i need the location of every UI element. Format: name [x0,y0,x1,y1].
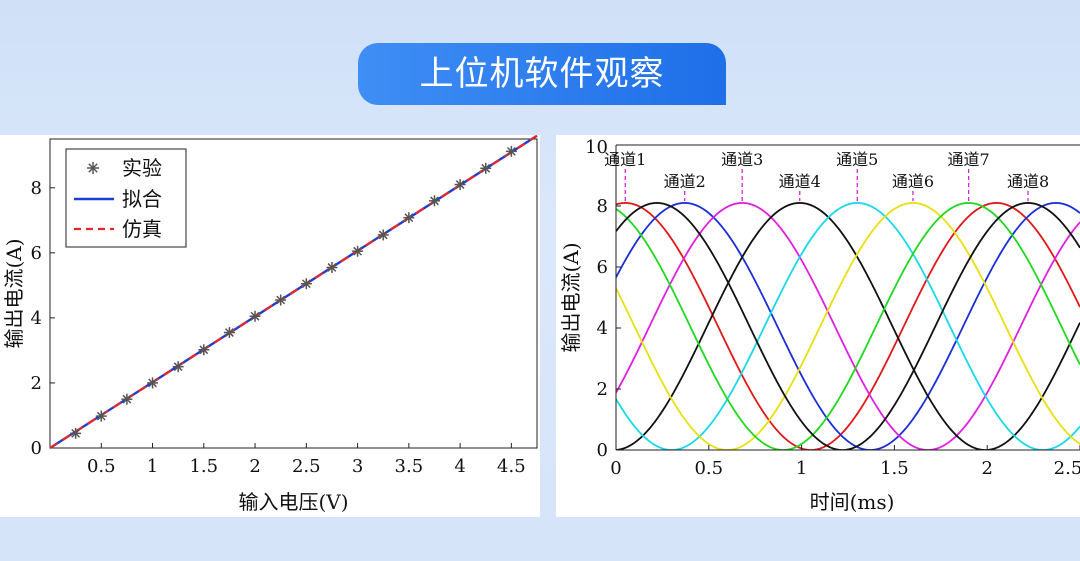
channel-label: 通道8 [1007,172,1049,191]
experiment-point [275,294,287,306]
channel-current-chart: 0 0.5 1 1.5 2 2.5 0 2 4 6 8 10 时间(ms) 输出电流(A) 通道1 通道2 通道… [559,137,1080,514]
y-tick-label: 10 [585,137,608,158]
channel-label: 通道5 [836,150,878,169]
y-tick-label: 6 [31,243,42,264]
experiment-point [147,377,159,389]
x-tick-label: 2 [981,458,992,479]
y-axis-label: 输出电流(A) [2,238,26,348]
linearity-chart: 0.5 1 1.5 2 2.5 3 3.5 4 4.5 0 2 4 6 8 输入电压(V) 输出电流(A) 实验… [2,135,538,514]
experiment-point [300,278,312,290]
x-tick-label: 1.5 [189,456,218,477]
experiment-point [505,145,517,157]
x-tick-label: 4.5 [497,456,526,477]
channel-curve-7 [616,202,1080,450]
experiment-point [326,261,338,273]
channel-label: 通道1 [604,150,646,169]
y-tick-label: 8 [31,178,42,199]
curve-group [616,202,1080,450]
experiment-point [403,212,415,224]
legend-fit-label: 拟合 [122,187,162,211]
channel-curve-8 [616,202,1080,450]
y-tick-label: 2 [597,379,608,400]
x-tick-label: 0.5 [694,458,723,479]
channel-label: 通道6 [892,172,934,191]
x-tick-label: 0.5 [87,456,116,477]
experiment-point [249,310,261,322]
channel-curve-4 [616,202,1080,450]
experiment-point [172,361,184,373]
experiment-point [121,393,133,405]
experiment-point [454,179,466,191]
y-axis-label: 输出电流(A) [559,242,583,352]
channel-label: 通道4 [779,172,821,191]
experiment-point [377,229,389,241]
experiment-point [70,427,82,439]
channel-curve-3 [616,202,1080,450]
experiment-point [428,195,440,207]
x-tick-label: 3.5 [395,456,424,477]
x-tick-label: 3 [352,456,363,477]
channel-curve-5 [616,202,1080,450]
experiment-point [352,245,364,257]
channel-curve-1 [616,202,1080,450]
x-axis-label: 输入电压(V) [238,490,348,514]
y-tick-label: 0 [597,440,608,461]
legend-experiment-marker [87,162,99,174]
channel-current-chart-panel: 0 0.5 1 1.5 2 2.5 0 2 4 6 8 10 时间(ms) 输出电流(A) 通道1 通道2 通道… [556,135,1080,517]
y-tick-label: 6 [597,257,608,278]
experiment-point [95,410,107,422]
channel-label: 通道3 [721,150,763,169]
x-tick-label: 2.5 [292,456,321,477]
x-tick-label: 0 [610,458,621,479]
x-tick-label: 4 [454,456,465,477]
x-tick-label: 2 [249,456,260,477]
legend-simulation-label: 仿真 [122,217,162,241]
x-tick-label: 1 [147,456,158,477]
channel-label: 通道7 [948,150,990,169]
plot-frame [49,138,538,449]
x-tick-label: 2.5 [1054,458,1080,479]
x-tick-label: 1 [796,458,807,479]
experiment-point [480,162,492,174]
linearity-chart-panel: 0.5 1 1.5 2 2.5 3 3.5 4 4.5 0 2 4 6 8 输入电压(V) 输出电流(A) 实验… [0,135,540,517]
channel-curve-2 [616,202,1080,450]
y-tick-label: 4 [31,308,42,329]
channel-label: 通道2 [664,172,706,191]
x-axis-label: 时间(ms) [810,490,895,514]
y-tick-label: 2 [31,373,42,394]
page-title: 上位机软件观察 [358,43,726,105]
channel-curve-6 [616,202,1080,450]
experiment-point [223,327,235,339]
experiment-point [198,344,210,356]
x-tick-label: 1.5 [880,458,909,479]
y-tick-label: 4 [597,318,608,339]
legend-experiment-label: 实验 [122,156,162,180]
y-tick-label: 0 [31,438,42,459]
y-tick-label: 8 [597,196,608,217]
